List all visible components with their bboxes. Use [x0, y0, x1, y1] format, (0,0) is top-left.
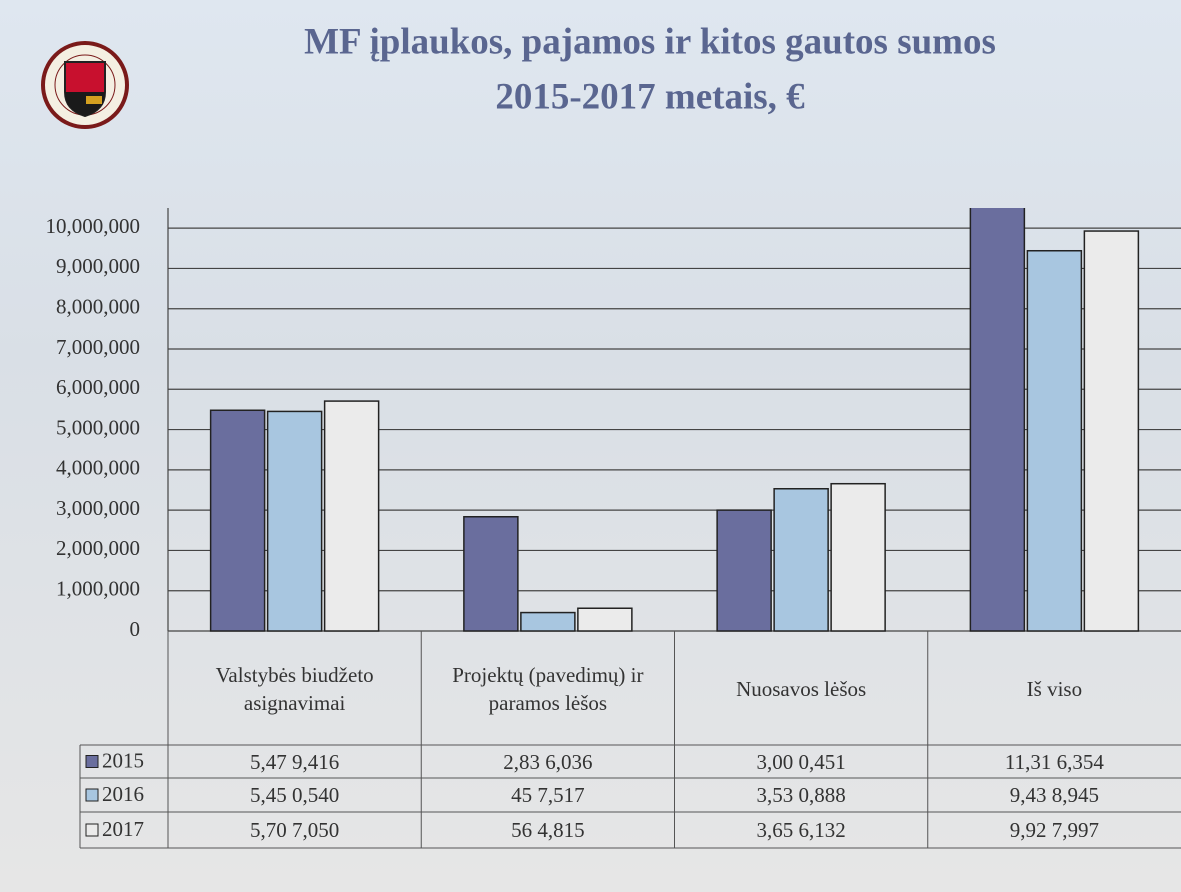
y-tick-label: 9,000,000 — [56, 254, 140, 278]
table-value: 3,53 0,888 — [675, 778, 928, 812]
table-value: 9,92 7,997 — [928, 812, 1181, 848]
bar — [464, 517, 518, 631]
y-tick-label: 4,000,000 — [56, 456, 140, 480]
legend-swatch — [86, 756, 98, 768]
x-tick-label: Valstybės biudžeto asignavimai — [188, 633, 401, 745]
table-value: 3,00 0,451 — [675, 745, 928, 778]
y-tick-label: 3,000,000 — [56, 496, 140, 520]
table-value: 5,70 7,050 — [168, 812, 421, 848]
bar — [831, 484, 885, 631]
slide: MF įplaukos, pajamos ir kitos gautos sum… — [0, 0, 1181, 892]
table-value: 3,65 6,132 — [675, 812, 928, 848]
bar — [578, 608, 632, 631]
bars — [211, 175, 1139, 631]
bar — [1027, 251, 1081, 631]
y-tick-label: 7,000,000 — [56, 335, 140, 359]
legend-label: 2015 — [102, 748, 144, 772]
y-tick-label: 6,000,000 — [56, 375, 140, 399]
bar — [1084, 231, 1138, 631]
table-value: 5,47 9,416 — [168, 745, 421, 778]
y-tick-label: 5,000,000 — [56, 415, 140, 439]
y-tick-label: 0 — [130, 617, 141, 641]
table-value: 5,45 0,540 — [168, 778, 421, 812]
bar — [521, 613, 575, 631]
y-tick-label: 10,000,000 — [46, 214, 141, 238]
chart-title: MF įplaukos, pajamos ir kitos gautos sum… — [304, 21, 996, 62]
table-value: 11,31 6,354 — [928, 745, 1181, 778]
bar — [268, 411, 322, 631]
bar — [970, 175, 1024, 631]
table-value: 2,83 6,036 — [421, 745, 674, 778]
y-tick-label: 1,000,000 — [56, 577, 140, 601]
x-tick-label: Projektų (pavedimų) ir paramos lėšos — [441, 633, 654, 745]
x-tick-label: Iš viso — [948, 633, 1161, 745]
legend-label: 2017 — [102, 817, 144, 841]
table-value: 45 7,517 — [421, 778, 674, 812]
bar — [774, 489, 828, 631]
logo — [43, 43, 127, 127]
table-value: 9,43 8,945 — [928, 778, 1181, 812]
table-value: 56 4,815 — [421, 812, 674, 848]
legend-swatch — [86, 824, 98, 836]
bar — [717, 510, 771, 631]
bar — [211, 410, 265, 631]
legend-label: 2016 — [102, 782, 144, 806]
chart-subtitle: 2015-2017 metais, € — [495, 76, 805, 117]
legend-swatch — [86, 789, 98, 801]
y-tick-label: 8,000,000 — [56, 295, 140, 319]
y-tick-label: 2,000,000 — [56, 536, 140, 560]
bar — [325, 401, 379, 631]
x-tick-label: Nuosavos lėšos — [695, 633, 908, 745]
